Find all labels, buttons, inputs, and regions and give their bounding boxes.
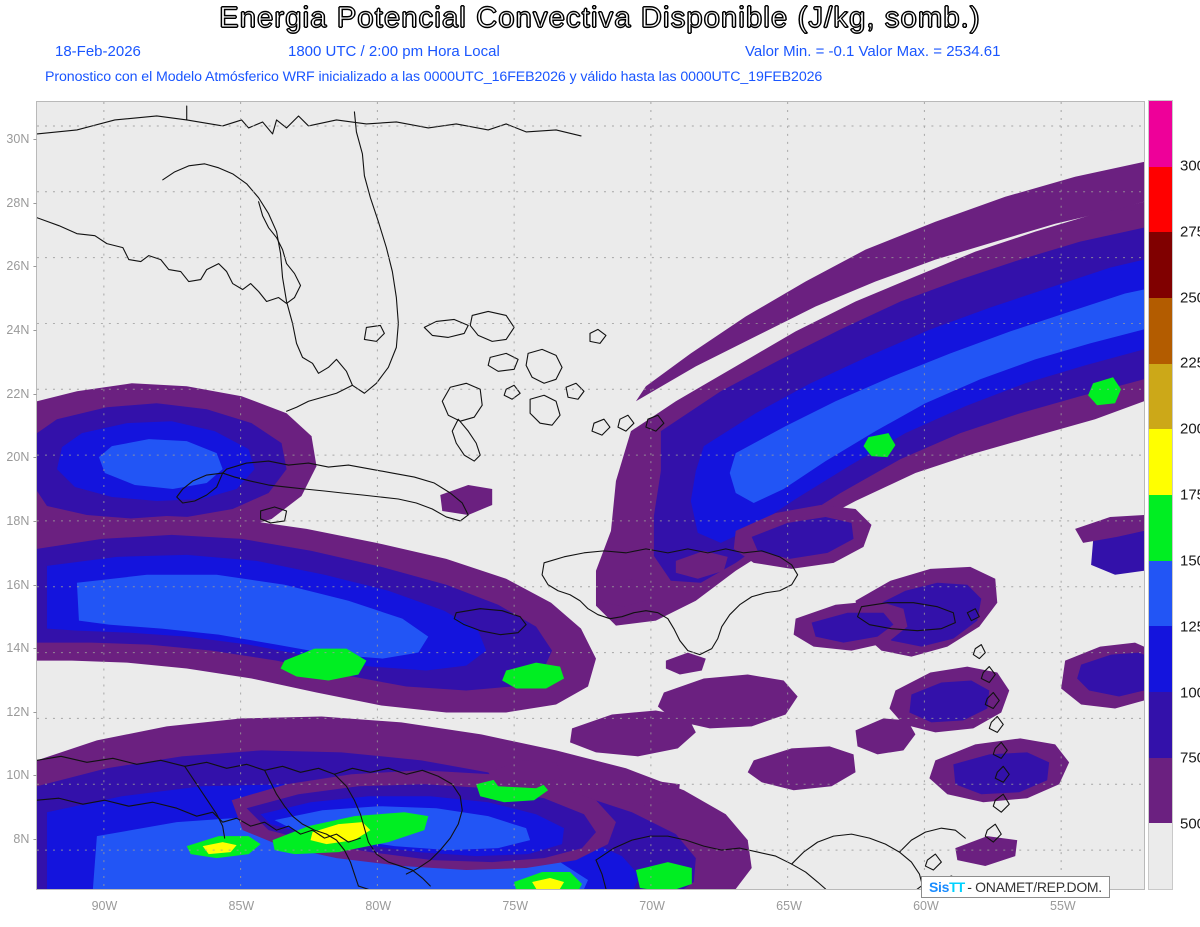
x-tick-70W: 70W <box>639 899 665 913</box>
colorbar-band-0-500 <box>1149 823 1172 889</box>
colorbar-tick-3000: 3000 <box>1180 157 1200 175</box>
model-description: Pronostico con el Modelo Atmósferico WRF… <box>45 69 823 85</box>
colorbar-band-1500-1750 <box>1149 494 1172 561</box>
colorbar-tick-2000: 2000 <box>1180 420 1200 438</box>
y-tick-16N: 16N - <box>6 577 37 592</box>
colorbar-band-500-750 <box>1149 757 1172 824</box>
y-tick-8N: 8N - <box>13 832 37 847</box>
x-tick-75W: 75W <box>502 899 529 913</box>
colorbar-tick-2500: 2500 <box>1180 289 1200 306</box>
cape-contour-map <box>37 102 1144 889</box>
forecast-date: 18-Feb-2026 <box>55 43 141 60</box>
x-tick-60W: 60W <box>913 899 939 913</box>
colorbar-tick-750: 750 <box>1180 749 1200 767</box>
y-tick-14N: 14N - <box>6 641 37 656</box>
y-tick-26N: 26N - <box>6 259 37 274</box>
colorbar-band-2750-3000 <box>1149 166 1172 233</box>
x-tick-85W: 85W <box>228 899 255 913</box>
colorbar-tick-1750: 1750 <box>1180 486 1200 504</box>
colorbar-band-2500-2750 <box>1149 232 1172 298</box>
y-tick-20N: 20N - <box>6 450 37 465</box>
gridline-layer <box>37 102 1144 889</box>
map-plot-area <box>36 101 1145 890</box>
y-tick-18N: 18N - <box>6 513 37 528</box>
y-tick-22N: 22N - <box>6 386 37 401</box>
colorbar-band-1750-2000 <box>1149 429 1172 495</box>
y-tick-24N: 24N - <box>6 323 37 338</box>
coastline-layer <box>37 105 1010 889</box>
colorbar-tick-2250: 2250 <box>1180 354 1200 372</box>
colorbar-tick-2750: 2750 <box>1180 223 1200 241</box>
y-tick-28N: 28N - <box>6 195 37 210</box>
page-title: Energia Potencial Convectiva Disponible … <box>219 2 981 35</box>
colorbar-band-1000-1250 <box>1149 626 1172 692</box>
colorbar-band-3000+ <box>1149 101 1172 167</box>
y-tick-10N: 10N - <box>6 768 37 783</box>
x-tick-65W: 65W <box>776 899 802 913</box>
colorbar-tick-1250: 1250 <box>1180 618 1200 636</box>
y-tick-30N: 30N - <box>6 132 37 147</box>
x-tick-55W: 55W <box>1049 899 1076 913</box>
forecast-time: 1800 UTC / 2:00 pm Hora Local <box>288 43 500 60</box>
colorbar <box>1148 100 1173 890</box>
colorbar-band-2000-2250 <box>1149 363 1172 430</box>
value-range-text: Valor Min. = -0.1 Valor Max. = 2534.61 <box>745 43 1001 60</box>
x-tick-80W: 80W <box>365 899 392 913</box>
colorbar-band-750-1000 <box>1149 691 1172 758</box>
y-tick-12N: 12N - <box>6 704 37 719</box>
colorbar-tick-500: 500 <box>1180 815 1200 833</box>
logo-org-text: - ONAMET/REP.DOM. <box>967 879 1102 895</box>
x-tick-90W: 90W <box>91 899 118 913</box>
colorbar-band-1250-1500 <box>1149 560 1172 627</box>
sistt-onamet-logo: Sis TT - ONAMET/REP.DOM. <box>921 876 1110 898</box>
logo-tt-text: TT <box>949 879 965 895</box>
chart-header: Energia Potencial Convectiva Disponible … <box>0 0 1200 96</box>
colorbar-tick-1000: 1000 <box>1180 684 1200 701</box>
colorbar-tick-1500: 1500 <box>1180 552 1200 570</box>
logo-sis-text: Sis <box>929 879 950 895</box>
cape-shading-layer <box>37 161 1144 889</box>
colorbar-band-2250-2500 <box>1149 297 1172 364</box>
